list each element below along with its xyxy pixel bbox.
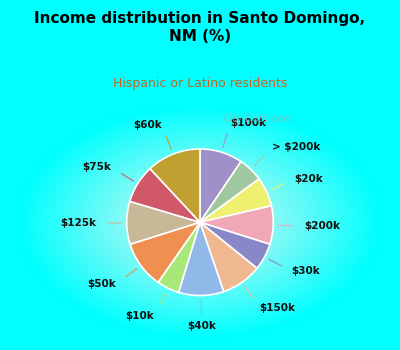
Wedge shape xyxy=(200,222,270,268)
Text: $60k: $60k xyxy=(133,120,162,131)
Text: $40k: $40k xyxy=(187,321,216,331)
Text: City-Data.com: City-Data.com xyxy=(224,114,293,124)
Text: Income distribution in Santo Domingo,
NM (%): Income distribution in Santo Domingo, NM… xyxy=(34,10,366,44)
Wedge shape xyxy=(158,222,200,292)
Text: $10k: $10k xyxy=(126,311,154,321)
Wedge shape xyxy=(130,169,200,222)
Text: $125k: $125k xyxy=(60,218,96,228)
Wedge shape xyxy=(200,206,273,244)
Wedge shape xyxy=(150,149,200,222)
Text: > $200k: > $200k xyxy=(272,142,320,152)
Text: $150k: $150k xyxy=(260,302,296,313)
Wedge shape xyxy=(130,222,200,282)
Text: $20k: $20k xyxy=(294,174,323,184)
Wedge shape xyxy=(127,201,200,244)
Text: $100k: $100k xyxy=(230,118,266,128)
Wedge shape xyxy=(200,222,257,292)
Wedge shape xyxy=(200,161,259,222)
Text: $75k: $75k xyxy=(83,162,112,173)
Text: $200k: $200k xyxy=(304,221,340,231)
Wedge shape xyxy=(200,179,272,222)
Text: $50k: $50k xyxy=(87,279,116,289)
Wedge shape xyxy=(200,149,241,222)
Wedge shape xyxy=(178,222,224,295)
Text: $30k: $30k xyxy=(292,266,320,277)
Text: Hispanic or Latino residents: Hispanic or Latino residents xyxy=(113,77,287,90)
